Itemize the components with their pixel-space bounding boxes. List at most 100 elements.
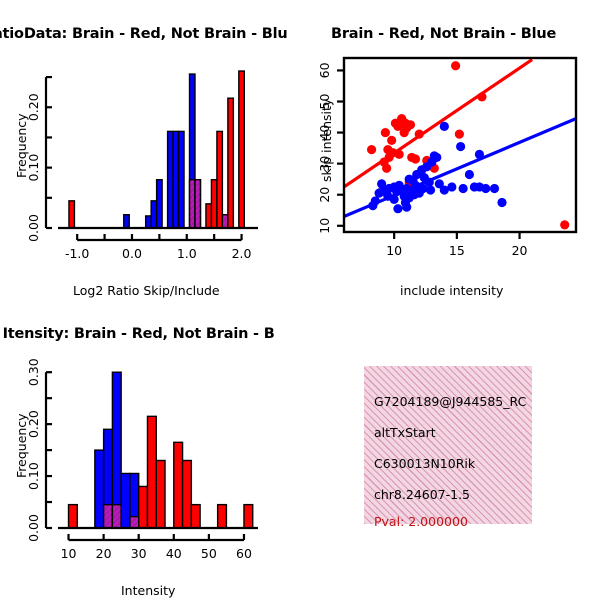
- regression-line: [344, 58, 534, 189]
- scatter-point-brain: [399, 127, 409, 138]
- x-axis-tick-label: 40: [166, 546, 182, 561]
- histogram-bar-brain: [216, 130, 224, 229]
- scatter-point-brain: [380, 127, 390, 138]
- histogram-bar-overlap: [129, 515, 140, 529]
- scatter-point-not-brain: [424, 177, 434, 187]
- x-axis-tick-label: -1.0: [65, 246, 89, 261]
- annotation-pval: Pval: 2.000000: [374, 514, 468, 529]
- scatter-point-not-brain: [418, 183, 428, 194]
- scatter-point-not-brain: [434, 179, 444, 189]
- histogram-bar-brain: [243, 503, 254, 529]
- annotation-box: G7204189@J944585_RC altTxStart C630013N1…: [364, 366, 532, 529]
- x-axis-tick-label: 60: [236, 546, 252, 561]
- y-axis-tick-label: 50: [317, 94, 332, 110]
- panel-intensity-scatter: Brain - Red, Not Brain - Blue 10 15 20 10 20…: [300, 0, 600, 300]
- scatter-point-not-brain: [464, 169, 475, 180]
- scatter-point-brain: [387, 135, 397, 145]
- histogram-bar-overlap: [188, 179, 196, 229]
- annotation-gene-symbol: C630013N10Rik: [374, 456, 476, 471]
- y-axis-tick-label: 10: [317, 218, 332, 234]
- scatter-point-not-brain: [408, 176, 418, 186]
- scatter-point-not-brain: [489, 183, 500, 194]
- histogram-bar-not-brain: [120, 472, 131, 529]
- scatter-point-not-brain: [456, 141, 466, 152]
- histogram-bar-brain: [155, 459, 166, 529]
- scatter-point-not-brain: [383, 191, 393, 201]
- histogram-bar-brain: [68, 200, 76, 229]
- scatter-point-brain: [410, 154, 421, 164]
- x-axis-tick-label: 10: [61, 546, 77, 561]
- intensity-histogram-xlabel: Intensity: [121, 583, 176, 598]
- histogram-bar-overlap: [194, 179, 202, 229]
- y-axis-tick-label: 0.20: [26, 410, 41, 438]
- scatter-point-not-brain: [474, 149, 485, 159]
- scatter-point-not-brain: [447, 182, 457, 192]
- annotation-event-type: altTxStart: [374, 425, 436, 440]
- histogram-bar-not-brain: [144, 215, 152, 229]
- y-axis-tick-label: 30: [317, 156, 332, 172]
- histogram-bar-not-brain: [155, 179, 163, 229]
- histogram-bar-brain: [146, 415, 157, 529]
- plot-box: [342, 56, 578, 234]
- scatter-point-not-brain: [393, 204, 403, 214]
- scatter-point-not-brain: [368, 200, 378, 211]
- panel-intensity-histogram: ne Itensity: Brain - Red, Not Brain - B …: [0, 300, 300, 600]
- scatter-point-not-brain: [377, 179, 387, 189]
- histogram-bar-overlap: [111, 503, 122, 529]
- x-axis-tick-label: 15: [449, 243, 465, 258]
- intensity-scatter-xlabel: include intensity: [400, 283, 504, 298]
- scatter-point-not-brain: [481, 183, 491, 194]
- histogram-bar-brain: [190, 503, 201, 529]
- scatter-point-not-brain: [425, 185, 436, 195]
- scatter-point-brain: [394, 149, 404, 159]
- x-axis-tick-label: 0.0: [122, 246, 142, 261]
- svg-scatter-data: [344, 58, 576, 230]
- histogram-bar-brain: [67, 503, 78, 529]
- ratio-histogram-ylabel: Frequency: [14, 113, 29, 178]
- histogram-bar-overlap: [102, 503, 114, 529]
- inthist-shift: 10 20 30 40 50 60 0.00 0.10 0.20 0.30: [26, 358, 258, 561]
- ratio-histogram-plot: -1.0 0.0 1.0 2.0 0.00 0.10 0.20: [26, 70, 258, 261]
- intensity-scatter-plot: 10 15 20 10 20 30 40 50 60: [317, 56, 578, 258]
- scatter-point-brain: [414, 129, 424, 139]
- x-axis-tick-label: 20: [512, 243, 528, 258]
- y-axis-tick-label: 0.30: [26, 358, 41, 386]
- scatter-point-not-brain: [439, 121, 449, 131]
- histogram-bar-brain: [173, 441, 184, 529]
- histogram-bar-brain: [210, 179, 218, 229]
- y-axis-tick-label: 0.00: [26, 214, 41, 242]
- scatter-point-brain: [560, 220, 570, 230]
- y-axis-tick-label: 0.10: [26, 462, 41, 490]
- x-axis-tick-label: 50: [201, 546, 217, 561]
- intensity-histogram-title: ne Itensity: Brain - Red, Not Brain - B: [0, 326, 275, 342]
- x-axis-tick-label: 1.0: [177, 246, 197, 261]
- histogram-bar-brain: [216, 503, 228, 529]
- x-axis-tick-label: 2.0: [232, 246, 252, 261]
- x-axis-tick-label: 10: [386, 243, 402, 258]
- histogram-bar-overlap: [221, 214, 229, 229]
- histogram-bar-brain: [227, 97, 235, 229]
- annotation-probe-id: G7204189@J944585_RC: [374, 394, 527, 409]
- panel-ratio-histogram: RatioData: Brain - Red, Not Brain - Blu …: [0, 0, 300, 300]
- histogram-bar-not-brain: [123, 214, 130, 229]
- y-axis-tick-label: 0.00: [26, 514, 41, 542]
- scatter-point-brain: [477, 92, 487, 102]
- scatter-point-not-brain: [400, 197, 411, 208]
- scatter-point-brain: [454, 129, 464, 139]
- histogram-bar-brain: [205, 203, 213, 229]
- scatter-point-not-brain: [497, 197, 507, 208]
- histogram-bar-not-brain: [166, 130, 174, 229]
- histogram-bar-not-brain: [172, 130, 180, 229]
- y-axis-tick-label: 40: [317, 125, 332, 141]
- histogram-bar-brain: [138, 485, 149, 529]
- intensity-histogram-ylabel: Frequency: [14, 413, 29, 478]
- intensity-scatter-ylabel: skip intensity: [319, 98, 334, 182]
- histogram-bar-not-brain: [94, 449, 105, 529]
- scatter-point-brain: [366, 145, 377, 155]
- scatter-point-not-brain: [458, 183, 468, 194]
- scatter-point-brain: [393, 121, 403, 131]
- scatter-point-brain: [382, 163, 392, 173]
- scatter-point-not-brain: [439, 185, 449, 195]
- x-axis-tick-label: 20: [96, 546, 112, 561]
- regression-line: [344, 117, 576, 218]
